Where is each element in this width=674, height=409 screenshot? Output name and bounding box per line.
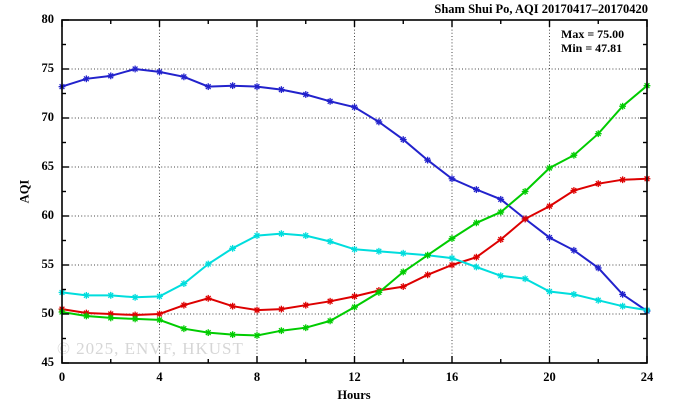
x-tick-label: 16: [445, 370, 459, 384]
series-green-markers: [58, 82, 651, 339]
max-value-label: Max = 75.00: [561, 27, 625, 41]
series-cyan: [58, 230, 651, 314]
x-axis-label: Hours: [337, 388, 371, 402]
series-red-markers: [58, 175, 651, 319]
y-tick-label: 60: [41, 208, 55, 222]
x-tick-label: 12: [348, 370, 361, 384]
x-tick-label: 20: [543, 370, 556, 384]
chart-title: Sham Shui Po, AQI 20170417–20170420: [434, 2, 648, 16]
y-tick-label: 65: [41, 159, 55, 173]
x-tick-label: 24: [640, 370, 654, 384]
y-tick-label: 80: [41, 12, 55, 26]
y-tick-label: 75: [41, 61, 55, 75]
y-tick-label: 70: [41, 110, 55, 124]
series-cyan-markers: [58, 230, 651, 314]
x-tick-label: 8: [253, 370, 261, 384]
series-red: [58, 175, 651, 319]
axes: [61, 19, 648, 364]
watermark-text: © 2025, ENVF, HKUST: [57, 339, 244, 358]
max-min-annotation: Max = 75.00 Min = 47.81: [561, 27, 624, 55]
y-tick-label: 55: [41, 257, 55, 271]
y-tick-label: 45: [41, 355, 55, 369]
min-value-label: Min = 47.81: [561, 41, 623, 55]
x-tick-label: 4: [156, 370, 163, 384]
series-blue: [58, 65, 651, 315]
y-tick-label: 50: [41, 306, 55, 320]
x-tick-label: 0: [58, 370, 66, 384]
series-green: [58, 82, 651, 339]
